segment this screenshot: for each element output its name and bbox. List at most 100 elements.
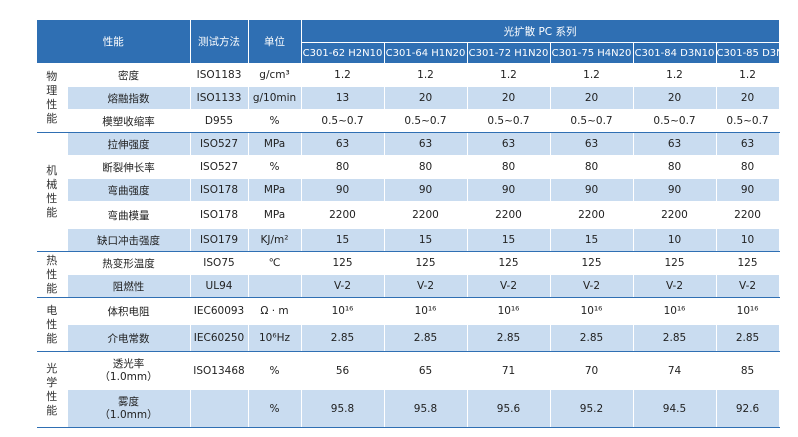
row-unit: ℃ xyxy=(248,251,302,275)
cell-value: 1.2 xyxy=(301,63,385,87)
cell-value: 80 xyxy=(467,155,551,179)
cell-value: V-2 xyxy=(633,274,717,298)
cell-value: 2.85 xyxy=(550,324,634,352)
table-row: 雾度 （1.0mm） % 95.8 95.8 95.6 95.2 94.5 92.… xyxy=(37,389,780,428)
cell-value: 90 xyxy=(301,178,385,202)
table-row: 断裂伸长率 ISO527 % 80 80 80 80 80 80 xyxy=(37,155,780,179)
cell-value: 63 xyxy=(301,132,385,156)
row-name: 阻燃性 xyxy=(67,274,191,298)
category-mechanical: 机械性能 xyxy=(37,132,68,252)
cell-value: 125 xyxy=(716,251,780,275)
table-row: 机械性能 拉伸强度 ISO527 MPa 63 63 63 63 63 63 xyxy=(37,132,780,252)
cell-value: 63 xyxy=(384,132,468,156)
table-row: 电性能 体积电阻 IEC60093 Ω · m 10¹⁶ 10¹⁶ 10¹⁶ 1… xyxy=(37,297,780,352)
table-row: 模塑收缩率 D955 % 0.5~0.7 0.5~0.7 0.5~0.7 0.5… xyxy=(37,109,780,133)
cell-value: 92.6 xyxy=(716,389,780,428)
table-header: 性能 测试方法 单位 光扩散 PC 系列 C301-62 H2N10 C301-… xyxy=(37,20,780,64)
cell-value: 85 xyxy=(716,351,780,390)
row-unit: MPa xyxy=(248,132,302,156)
table-row: 物理性能 密度 ISO1183 g/cm³ 1.2 1.2 1.2 1.2 1.… xyxy=(37,63,780,133)
cell-value: 0.5~0.7 xyxy=(716,109,780,133)
table-row: 光学性能 透光率 （1.0mm） ISO13468 % 56 65 71 70 7… xyxy=(37,351,780,428)
cell-value: V-2 xyxy=(301,274,385,298)
cell-value: V-2 xyxy=(716,274,780,298)
cell-value: 80 xyxy=(633,155,717,179)
cell-value: 63 xyxy=(716,132,780,156)
cell-value: 125 xyxy=(633,251,717,275)
row-name: 热变形温度 xyxy=(67,251,191,275)
row-method: ISO1183 xyxy=(190,63,249,87)
cell-value: 94.5 xyxy=(633,389,717,428)
cell-value: 20 xyxy=(633,86,717,110)
cell-value: 10 xyxy=(633,228,717,252)
cell-value: 2.85 xyxy=(384,324,468,352)
cell-value: 80 xyxy=(550,155,634,179)
table-body: 物理性能 密度 ISO1183 g/cm³ 1.2 1.2 1.2 1.2 1.… xyxy=(37,63,780,428)
row-method: ISO75 xyxy=(190,251,249,275)
cell-value: 2.85 xyxy=(301,324,385,352)
header-grade: C301-75 H4N20 xyxy=(550,42,634,64)
cell-value: 15 xyxy=(467,228,551,252)
row-name: 模塑收缩率 xyxy=(67,109,191,133)
cell-value: 125 xyxy=(301,251,385,275)
cell-value: 1.2 xyxy=(633,63,717,87)
category-optical: 光学性能 xyxy=(37,351,68,428)
cell-value: 20 xyxy=(467,86,551,110)
cell-value: 2200 xyxy=(716,201,780,229)
cell-value: 20 xyxy=(550,86,634,110)
cell-value: 0.5~0.7 xyxy=(633,109,717,133)
cell-value: 1.2 xyxy=(384,63,468,87)
row-name: 熔融指数 xyxy=(67,86,191,110)
spec-table-container: 性能 测试方法 单位 光扩散 PC 系列 C301-62 H2N10 C301-… xyxy=(37,20,780,428)
row-method: ISO179 xyxy=(190,228,249,252)
table-row: 热性能 热变形温度 ISO75 ℃ 125 125 125 125 125 12… xyxy=(37,251,780,298)
row-method: ISO178 xyxy=(190,201,249,229)
row-unit: MPa xyxy=(248,201,302,229)
cell-value: 63 xyxy=(633,132,717,156)
table-row: 缺口冲击强度 ISO179 KJ/m² 15 15 15 15 10 10 xyxy=(37,228,780,252)
cell-value: 125 xyxy=(467,251,551,275)
cell-value: 20 xyxy=(716,86,780,110)
table-row: 弯曲模量 ISO178 MPa 2200 2200 2200 2200 2200… xyxy=(37,201,780,229)
row-unit: KJ/m² xyxy=(248,228,302,252)
row-method: ISO178 xyxy=(190,178,249,202)
cell-value: 0.5~0.7 xyxy=(301,109,385,133)
row-unit xyxy=(248,274,302,298)
row-name: 断裂伸长率 xyxy=(67,155,191,179)
cell-value: 80 xyxy=(301,155,385,179)
row-name-sub: （1.0mm） xyxy=(99,370,158,383)
row-method: UL94 xyxy=(190,274,249,298)
row-method: IEC60093 xyxy=(190,297,249,325)
cell-value: 125 xyxy=(384,251,468,275)
cell-value: 1.2 xyxy=(467,63,551,87)
row-unit: g/cm³ xyxy=(248,63,302,87)
row-method xyxy=(190,389,249,428)
cell-value: 80 xyxy=(384,155,468,179)
header-grade: C301-84 D3N10 xyxy=(633,42,717,64)
row-name: 弯曲强度 xyxy=(67,178,191,202)
category-electrical: 电性能 xyxy=(37,297,68,352)
table-row: 弯曲强度 ISO178 MPa 90 90 90 90 90 90 xyxy=(37,178,780,202)
header-grade: C301-64 H1N20 xyxy=(384,42,468,64)
row-name: 弯曲模量 xyxy=(67,201,191,229)
cell-value: 10¹⁶ xyxy=(550,297,634,325)
cell-value: 2200 xyxy=(467,201,551,229)
row-method: D955 xyxy=(190,109,249,133)
cell-value: 0.5~0.7 xyxy=(550,109,634,133)
cell-value: 10¹⁶ xyxy=(384,297,468,325)
row-name: 介电常数 xyxy=(67,324,191,352)
row-name: 缺口冲击强度 xyxy=(67,228,191,252)
cell-value: 10¹⁶ xyxy=(633,297,717,325)
cell-value: 80 xyxy=(716,155,780,179)
cell-value: 15 xyxy=(301,228,385,252)
table-row: 阻燃性 UL94 V-2 V-2 V-2 V-2 V-2 V-2 xyxy=(37,274,780,298)
row-name: 雾度 （1.0mm） xyxy=(67,389,191,428)
header-series-title: 光扩散 PC 系列 xyxy=(301,20,780,43)
cell-value: 95.8 xyxy=(384,389,468,428)
row-unit: % xyxy=(248,109,302,133)
cell-value: 13 xyxy=(301,86,385,110)
row-name: 拉伸强度 xyxy=(67,132,191,156)
header-method: 测试方法 xyxy=(190,20,249,64)
cell-value: 15 xyxy=(384,228,468,252)
cell-value: 2200 xyxy=(633,201,717,229)
